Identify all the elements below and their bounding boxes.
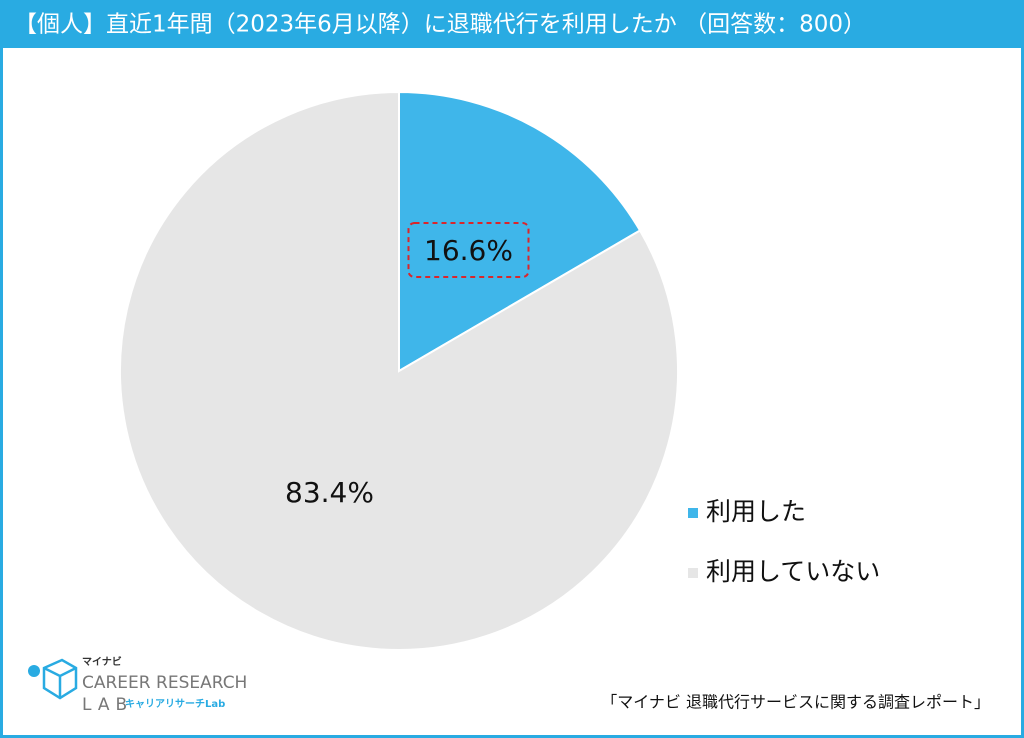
logo-icon — [28, 658, 78, 700]
chart-title: 【個人】直近1年間（2023年6月以降）に退職代行を利用したか （回答数：800… — [14, 12, 866, 38]
data-label: 83.4% — [285, 476, 374, 509]
legend-swatch — [688, 568, 698, 578]
pie-slice — [398, 90, 642, 373]
source: 「マイナビ 退職代行サービスに関する調査レポート」 — [601, 693, 990, 712]
data-label: 16.6% — [424, 234, 513, 267]
logo-line2: LAB — [82, 695, 133, 715]
legend-label: 利用していない — [706, 557, 880, 586]
logo-brand: マイナビ — [82, 655, 122, 668]
logo-line1: CAREER RESEARCH — [82, 673, 247, 693]
legend-swatch — [688, 508, 698, 518]
title-bar — [0, 0, 1024, 48]
logo-sub: キャリアリサーチLab — [125, 698, 225, 710]
legend-label: 利用した — [706, 497, 806, 526]
pie-slice — [119, 90, 679, 651]
highlight-box — [407, 222, 530, 279]
